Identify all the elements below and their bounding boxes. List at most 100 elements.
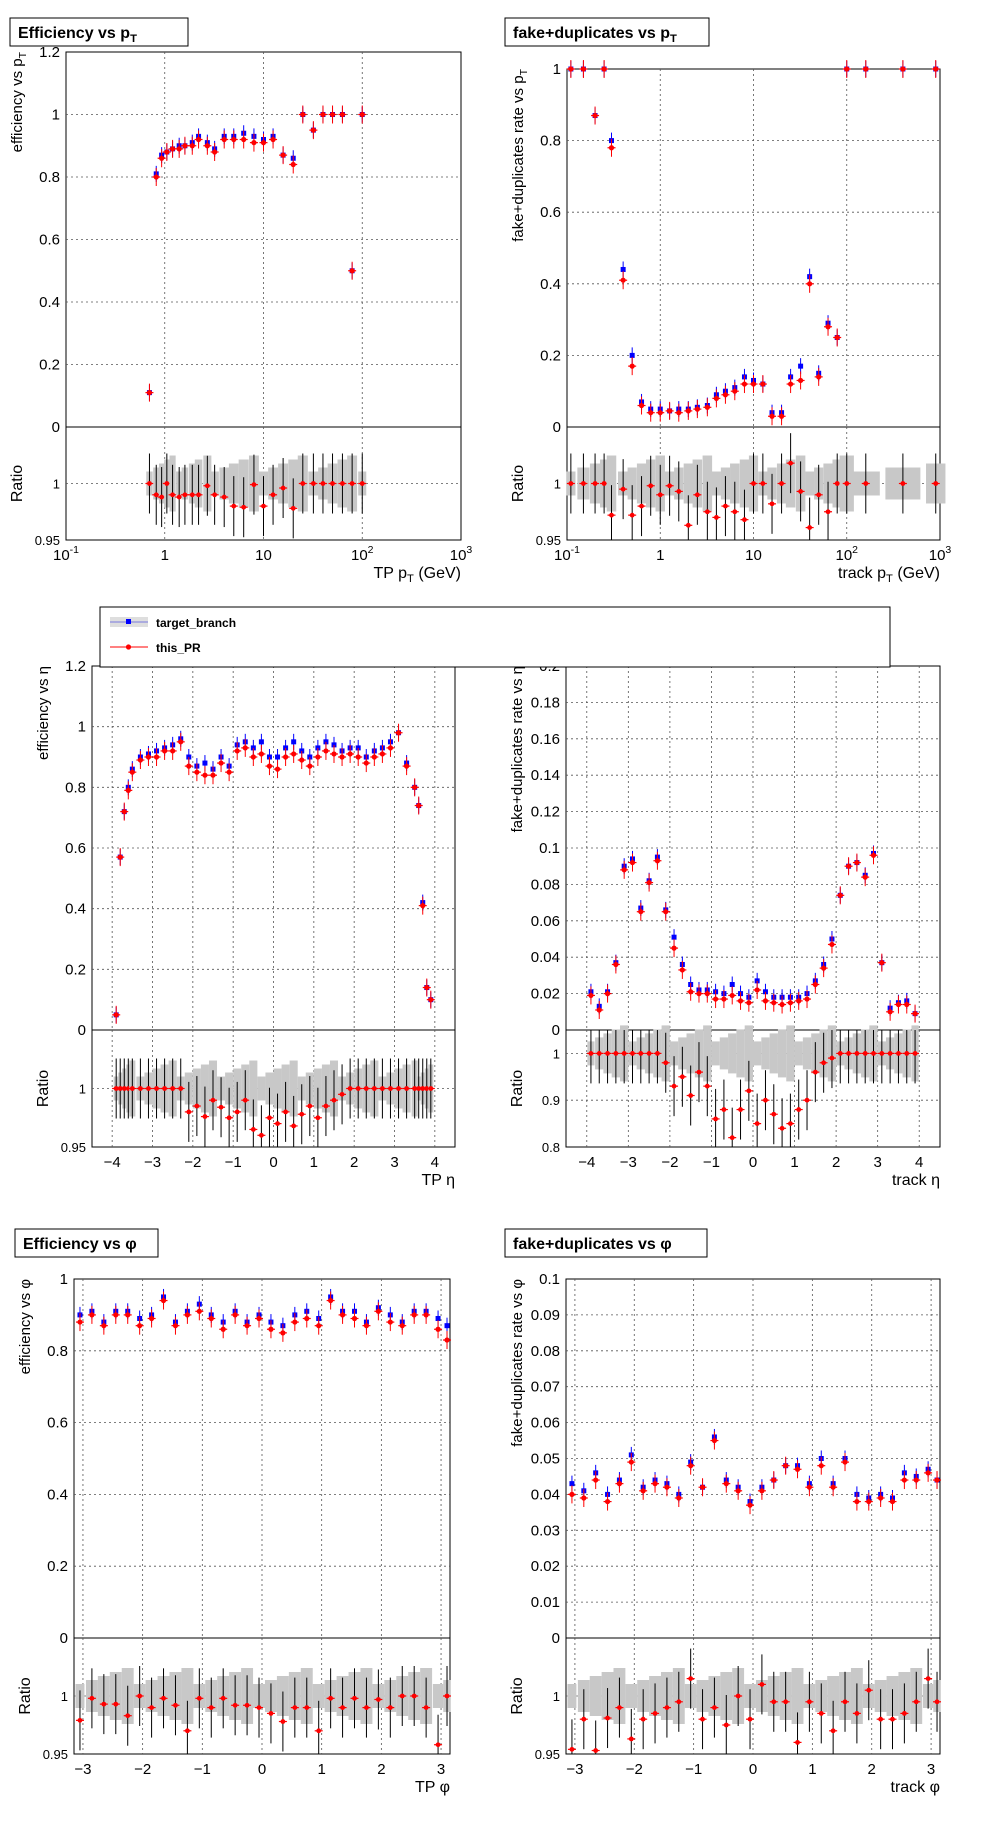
ratio-point xyxy=(113,1701,119,1707)
this-pr-point xyxy=(355,754,361,760)
y-axis-label: fake+duplicates rate vs pT xyxy=(510,68,530,241)
ratio-band-segment xyxy=(736,1029,745,1078)
this-pr-point xyxy=(423,1312,429,1318)
this-pr-point xyxy=(581,1495,587,1501)
ratio-band-segment xyxy=(273,1068,282,1109)
this-pr-point xyxy=(806,1484,812,1490)
ratio-point xyxy=(189,492,195,498)
this-pr-point xyxy=(424,984,430,991)
this-pr-point xyxy=(721,996,727,1002)
this-pr-point xyxy=(331,751,337,757)
this-pr-point xyxy=(412,784,418,790)
ratio-band-segment xyxy=(257,1076,266,1101)
chart-title-text: Efficiency vs pT xyxy=(18,25,137,45)
this-pr-point xyxy=(170,748,176,754)
this-pr-point xyxy=(783,1463,789,1469)
ratio-point xyxy=(854,1051,860,1056)
ratio-axis-label: Ratio xyxy=(9,465,26,502)
ratio-point xyxy=(170,492,175,498)
y-tick-label: 1.2 xyxy=(39,44,60,61)
ratio-point xyxy=(704,509,710,515)
this-pr-point xyxy=(339,1312,346,1318)
ratio-point xyxy=(866,1687,872,1693)
this-pr-point xyxy=(863,66,869,72)
this-pr-point xyxy=(194,769,200,775)
target-branch-point xyxy=(186,754,192,760)
ratio-point xyxy=(700,1716,705,1722)
this-pr-point xyxy=(387,1319,393,1325)
this-pr-point xyxy=(117,854,123,860)
ratio-tick-label: 0.95 xyxy=(536,533,561,548)
ratio-point xyxy=(713,515,719,520)
ratio-band-segment xyxy=(794,1041,803,1066)
x-tick-label: −2 xyxy=(626,1761,643,1778)
ratio-band-segment xyxy=(606,455,617,512)
y-tick-label: 0.06 xyxy=(531,913,560,930)
ratio-point xyxy=(759,1682,765,1687)
this-pr-point xyxy=(640,1488,646,1494)
this-pr-point xyxy=(146,390,153,396)
this-pr-point xyxy=(347,751,353,757)
this-pr-point xyxy=(339,754,345,760)
ratio-point xyxy=(729,1135,735,1141)
y-tick-label: 0.04 xyxy=(531,1486,560,1503)
y-tick-label: 1 xyxy=(78,719,86,736)
x-tick-label: 10-1 xyxy=(53,544,79,564)
this-pr-point xyxy=(593,1477,599,1483)
ratio-point xyxy=(420,1086,426,1091)
ratio-point xyxy=(613,1051,619,1056)
this-pr-point xyxy=(310,127,316,133)
ratio-point xyxy=(339,1091,345,1097)
ratio-point xyxy=(896,1051,901,1056)
ratio-point xyxy=(146,1086,151,1091)
this-pr-point xyxy=(812,981,818,988)
ratio-point xyxy=(685,522,691,528)
x-tick-label: −2 xyxy=(661,1154,678,1171)
ratio-point xyxy=(663,1060,669,1066)
ratio-point xyxy=(251,482,257,488)
target-branch-point xyxy=(355,745,361,751)
ratio-band-segment xyxy=(744,1025,753,1082)
this-pr-point xyxy=(621,867,627,873)
this-pr-point xyxy=(125,1312,131,1318)
this-pr-point xyxy=(210,772,216,778)
x-tick-label: 10 xyxy=(255,547,272,564)
ratio-point xyxy=(267,1115,272,1121)
x-tick-label: 3 xyxy=(437,1761,445,1778)
ratio-point xyxy=(830,1728,836,1734)
target-branch-point xyxy=(283,745,289,751)
ratio-point xyxy=(732,509,738,515)
ratio-point xyxy=(667,483,673,489)
y-tick-label: 1.2 xyxy=(65,658,86,675)
this-pr-point xyxy=(204,143,210,149)
ratio-point xyxy=(846,1051,851,1056)
this-pr-point xyxy=(339,111,346,118)
ratio-point xyxy=(723,503,728,509)
ratio-band-segment xyxy=(786,1025,795,1082)
ratio-point xyxy=(411,1693,417,1699)
this-pr-point xyxy=(349,268,355,274)
this-pr-point xyxy=(220,1326,226,1332)
y-tick-label: 0.4 xyxy=(65,901,86,918)
ratio-point xyxy=(696,1069,702,1075)
y-tick-label: 0.8 xyxy=(47,1343,68,1360)
ratio-tick-label: 0.95 xyxy=(61,1140,86,1155)
ratio-point xyxy=(904,1051,910,1056)
ratio-band-segment xyxy=(627,467,637,500)
this-pr-point xyxy=(601,66,607,72)
ratio-point xyxy=(804,1097,810,1103)
ratio-point xyxy=(913,1699,919,1705)
ratio-point xyxy=(375,1697,381,1702)
ratio-point xyxy=(424,1086,430,1091)
ratio-band-segment xyxy=(686,1033,695,1074)
ratio-point xyxy=(388,1086,393,1091)
this-pr-point xyxy=(221,136,227,143)
ratio-band-segment xyxy=(739,459,750,508)
this-pr-point xyxy=(654,858,661,864)
this-pr-point xyxy=(196,1308,202,1314)
ratio-band-segment xyxy=(827,1676,840,1716)
this-pr-point xyxy=(399,1323,405,1329)
chart-title-text: Efficiency vs φ xyxy=(23,1236,137,1253)
this-pr-point xyxy=(182,143,188,149)
this-pr-point xyxy=(798,377,804,384)
